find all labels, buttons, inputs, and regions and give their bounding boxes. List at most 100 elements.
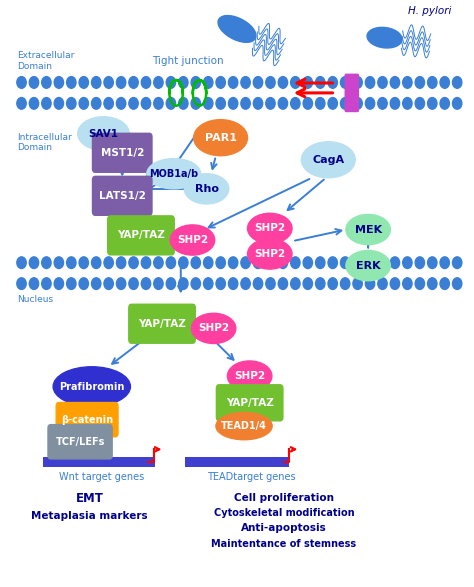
Text: Extracellular
Domain: Extracellular Domain xyxy=(17,51,74,70)
Circle shape xyxy=(378,278,387,289)
Ellipse shape xyxy=(228,361,272,391)
Circle shape xyxy=(91,77,101,88)
Text: LATS1/2: LATS1/2 xyxy=(99,191,146,201)
Circle shape xyxy=(166,278,175,289)
Circle shape xyxy=(353,97,362,109)
FancyBboxPatch shape xyxy=(48,424,112,459)
FancyBboxPatch shape xyxy=(129,304,195,343)
Circle shape xyxy=(316,257,325,268)
Text: Wnt target genes: Wnt target genes xyxy=(58,472,144,482)
Ellipse shape xyxy=(346,251,391,281)
Text: SHP2: SHP2 xyxy=(198,323,229,333)
Circle shape xyxy=(191,77,201,88)
Circle shape xyxy=(303,97,312,109)
Text: YAP/TAZ: YAP/TAZ xyxy=(138,319,186,329)
Circle shape xyxy=(390,278,400,289)
Circle shape xyxy=(91,257,101,268)
Circle shape xyxy=(203,278,213,289)
Circle shape xyxy=(365,278,375,289)
Circle shape xyxy=(154,97,163,109)
Circle shape xyxy=(453,77,462,88)
Text: SHP2: SHP2 xyxy=(254,249,285,259)
Circle shape xyxy=(353,77,362,88)
Circle shape xyxy=(266,97,275,109)
Circle shape xyxy=(54,278,64,289)
Ellipse shape xyxy=(218,16,256,42)
Circle shape xyxy=(216,77,225,88)
Circle shape xyxy=(365,97,375,109)
Circle shape xyxy=(216,278,225,289)
Circle shape xyxy=(428,77,437,88)
FancyBboxPatch shape xyxy=(92,176,152,215)
Text: H. pylori: H. pylori xyxy=(408,6,451,16)
Circle shape xyxy=(440,77,449,88)
Circle shape xyxy=(403,278,412,289)
Circle shape xyxy=(154,77,163,88)
Ellipse shape xyxy=(147,158,201,189)
Circle shape xyxy=(91,278,101,289)
Circle shape xyxy=(17,77,26,88)
Circle shape xyxy=(278,257,288,268)
Circle shape xyxy=(328,278,337,289)
Circle shape xyxy=(54,257,64,268)
Circle shape xyxy=(440,278,449,289)
Circle shape xyxy=(253,77,263,88)
Text: ERK: ERK xyxy=(356,261,381,271)
Text: Cell proliferation: Cell proliferation xyxy=(234,493,334,503)
Circle shape xyxy=(403,97,412,109)
Ellipse shape xyxy=(346,214,391,245)
Circle shape xyxy=(154,278,163,289)
Circle shape xyxy=(291,77,300,88)
Text: Intracellular
Domain: Intracellular Domain xyxy=(17,133,72,152)
Text: SHP2: SHP2 xyxy=(177,235,208,245)
Circle shape xyxy=(17,278,26,289)
Text: MST1/2: MST1/2 xyxy=(100,148,144,158)
Text: CagA: CagA xyxy=(312,155,345,165)
Circle shape xyxy=(179,257,188,268)
Circle shape xyxy=(241,77,250,88)
Circle shape xyxy=(415,257,425,268)
Circle shape xyxy=(129,77,138,88)
Ellipse shape xyxy=(191,313,236,343)
Text: Cytoskeletal modification: Cytoskeletal modification xyxy=(213,508,354,518)
Circle shape xyxy=(104,257,113,268)
Circle shape xyxy=(266,278,275,289)
Circle shape xyxy=(228,278,238,289)
FancyBboxPatch shape xyxy=(92,133,152,172)
Text: MEK: MEK xyxy=(355,225,382,235)
Ellipse shape xyxy=(78,117,129,150)
Text: SHP2: SHP2 xyxy=(254,224,285,234)
Circle shape xyxy=(266,77,275,88)
Circle shape xyxy=(117,77,126,88)
Circle shape xyxy=(191,97,201,109)
Circle shape xyxy=(67,278,76,289)
Circle shape xyxy=(191,257,201,268)
Circle shape xyxy=(390,77,400,88)
Circle shape xyxy=(440,257,449,268)
Circle shape xyxy=(117,97,126,109)
Text: TCF/LEFs: TCF/LEFs xyxy=(55,437,105,447)
Circle shape xyxy=(328,97,337,109)
Text: SAV1: SAV1 xyxy=(89,129,118,139)
Circle shape xyxy=(79,97,89,109)
Circle shape xyxy=(67,77,76,88)
Circle shape xyxy=(141,257,151,268)
Circle shape xyxy=(241,257,250,268)
Ellipse shape xyxy=(216,413,272,440)
Circle shape xyxy=(154,257,163,268)
Circle shape xyxy=(228,97,238,109)
FancyBboxPatch shape xyxy=(56,403,118,437)
Circle shape xyxy=(228,257,238,268)
FancyBboxPatch shape xyxy=(345,75,358,112)
Circle shape xyxy=(428,97,437,109)
Bar xyxy=(185,457,289,467)
Circle shape xyxy=(141,97,151,109)
Circle shape xyxy=(29,77,39,88)
Text: Nucleus: Nucleus xyxy=(17,295,53,304)
Circle shape xyxy=(403,77,412,88)
Text: Prafibromin: Prafibromin xyxy=(59,382,125,392)
Text: Maintentance of stemness: Maintentance of stemness xyxy=(211,538,356,548)
Ellipse shape xyxy=(367,28,402,48)
Circle shape xyxy=(428,278,437,289)
Circle shape xyxy=(29,278,39,289)
